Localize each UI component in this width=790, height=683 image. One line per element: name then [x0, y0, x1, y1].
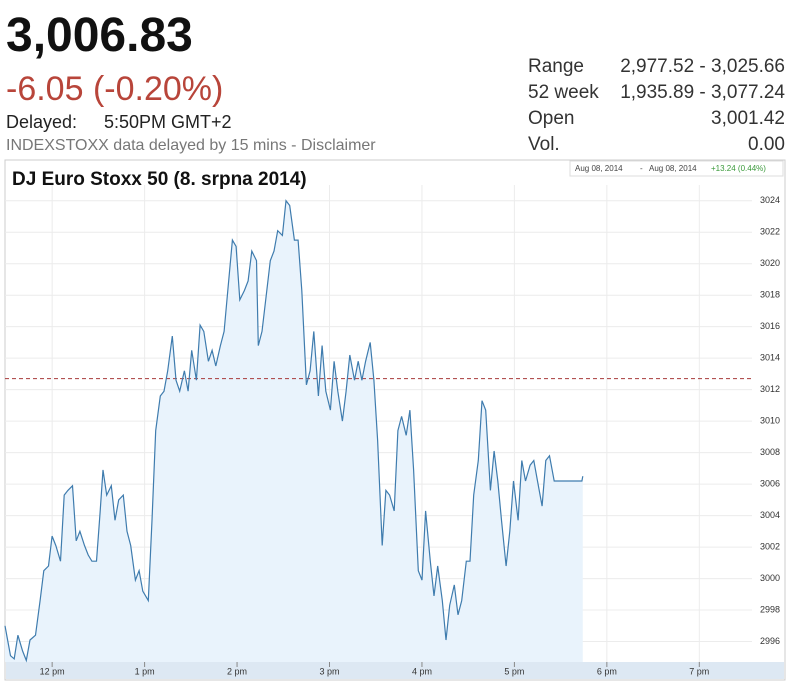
stat-value: 0.00 [748, 134, 785, 155]
area-fill [5, 200, 583, 662]
y-tick-label: 3016 [760, 321, 780, 331]
x-tick-label: 6 pm [597, 666, 617, 676]
range-box [569, 160, 784, 177]
y-tick-label: 3022 [760, 227, 780, 237]
stat-label: Open [528, 108, 575, 129]
range-change: +13.24 (0.44%) [711, 164, 766, 173]
stat-label: Range [528, 56, 584, 77]
y-tick-label: 3006 [760, 478, 780, 488]
y-tick-label: 3002 [760, 541, 780, 551]
stat-label: Vol. [528, 134, 560, 155]
chart-title: DJ Euro Stoxx 50 (8. srpna 2014) [12, 169, 307, 190]
stat-value: 1,935.89 - 3,077.24 [620, 82, 785, 103]
x-tick-label: 1 pm [135, 666, 155, 676]
y-tick-label: 2998 [760, 604, 780, 614]
delayed-label: Delayed: [6, 112, 78, 132]
range-sep: - [640, 164, 643, 173]
delayed-time: 5:50PM GMT+2 [104, 112, 232, 132]
range-end: Aug 08, 2014 [649, 164, 697, 173]
y-tick-label: 3024 [760, 195, 780, 205]
y-tick-label: 3008 [760, 447, 780, 457]
y-tick-label: 3012 [760, 384, 780, 394]
x-tick-label: 7 pm [689, 666, 709, 676]
stat-label: 52 week [528, 82, 599, 103]
y-tick-label: 3020 [760, 258, 780, 268]
y-tick-label: 3018 [760, 290, 780, 300]
x-tick-label: 2 pm [227, 666, 247, 676]
range-start: Aug 08, 2014 [575, 164, 623, 173]
x-tick-label: 12 pm [40, 666, 65, 676]
price: 3,006.83 [6, 9, 193, 62]
x-tick-label: 4 pm [412, 666, 432, 676]
y-tick-label: 3010 [760, 416, 780, 426]
y-tick-label: 3004 [760, 510, 780, 520]
delay-note: INDEXSTOXX data delayed by 15 mins - Dis… [6, 137, 376, 154]
x-tick-label: 5 pm [504, 666, 524, 676]
change: -6.05 (-0.20%) [6, 70, 224, 108]
y-tick-label: 2996 [760, 636, 780, 646]
x-tick-label: 3 pm [319, 666, 339, 676]
price-line [4, 199, 584, 663]
stat-value: 3,001.42 [711, 108, 785, 129]
y-tick-label: 3000 [760, 573, 780, 583]
y-tick-label: 3014 [760, 353, 780, 363]
stat-value: 2,977.52 - 3,025.66 [620, 56, 785, 77]
x-axis-band [6, 662, 784, 679]
